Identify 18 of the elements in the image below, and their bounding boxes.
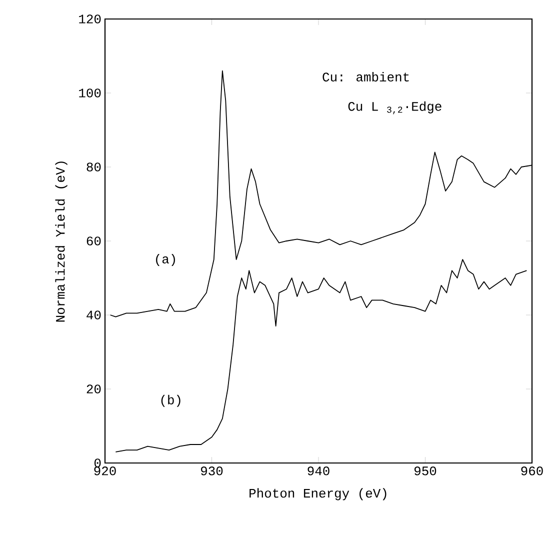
x-tick-label: 930: [200, 466, 223, 476]
y-tick-label: 40: [86, 310, 101, 320]
x-axis-title: Photon Energy (eV): [250, 488, 386, 500]
x-tick-label: 920: [94, 466, 116, 476]
annotation: Cu L $_{3,2}$·Edge: [348, 101, 442, 114]
y-axis-title: Normalized Yield (eV): [55, 162, 68, 322]
y-tick-label: 0: [94, 458, 101, 468]
y-tick-label: 100: [79, 88, 101, 98]
y-tick-label: 20: [86, 384, 101, 394]
x-tick-label: 950: [414, 466, 436, 476]
x-tick-label: 960: [521, 466, 543, 476]
y-tick-label: 60: [86, 236, 101, 246]
x-tick-label: 940: [308, 466, 330, 476]
y-tick-label: 120: [79, 14, 101, 24]
annotation: Cu: ambient: [322, 72, 409, 82]
text: (b): [161, 394, 180, 407]
y-tick-label: 80: [86, 162, 101, 172]
text: (a): [156, 254, 175, 266]
